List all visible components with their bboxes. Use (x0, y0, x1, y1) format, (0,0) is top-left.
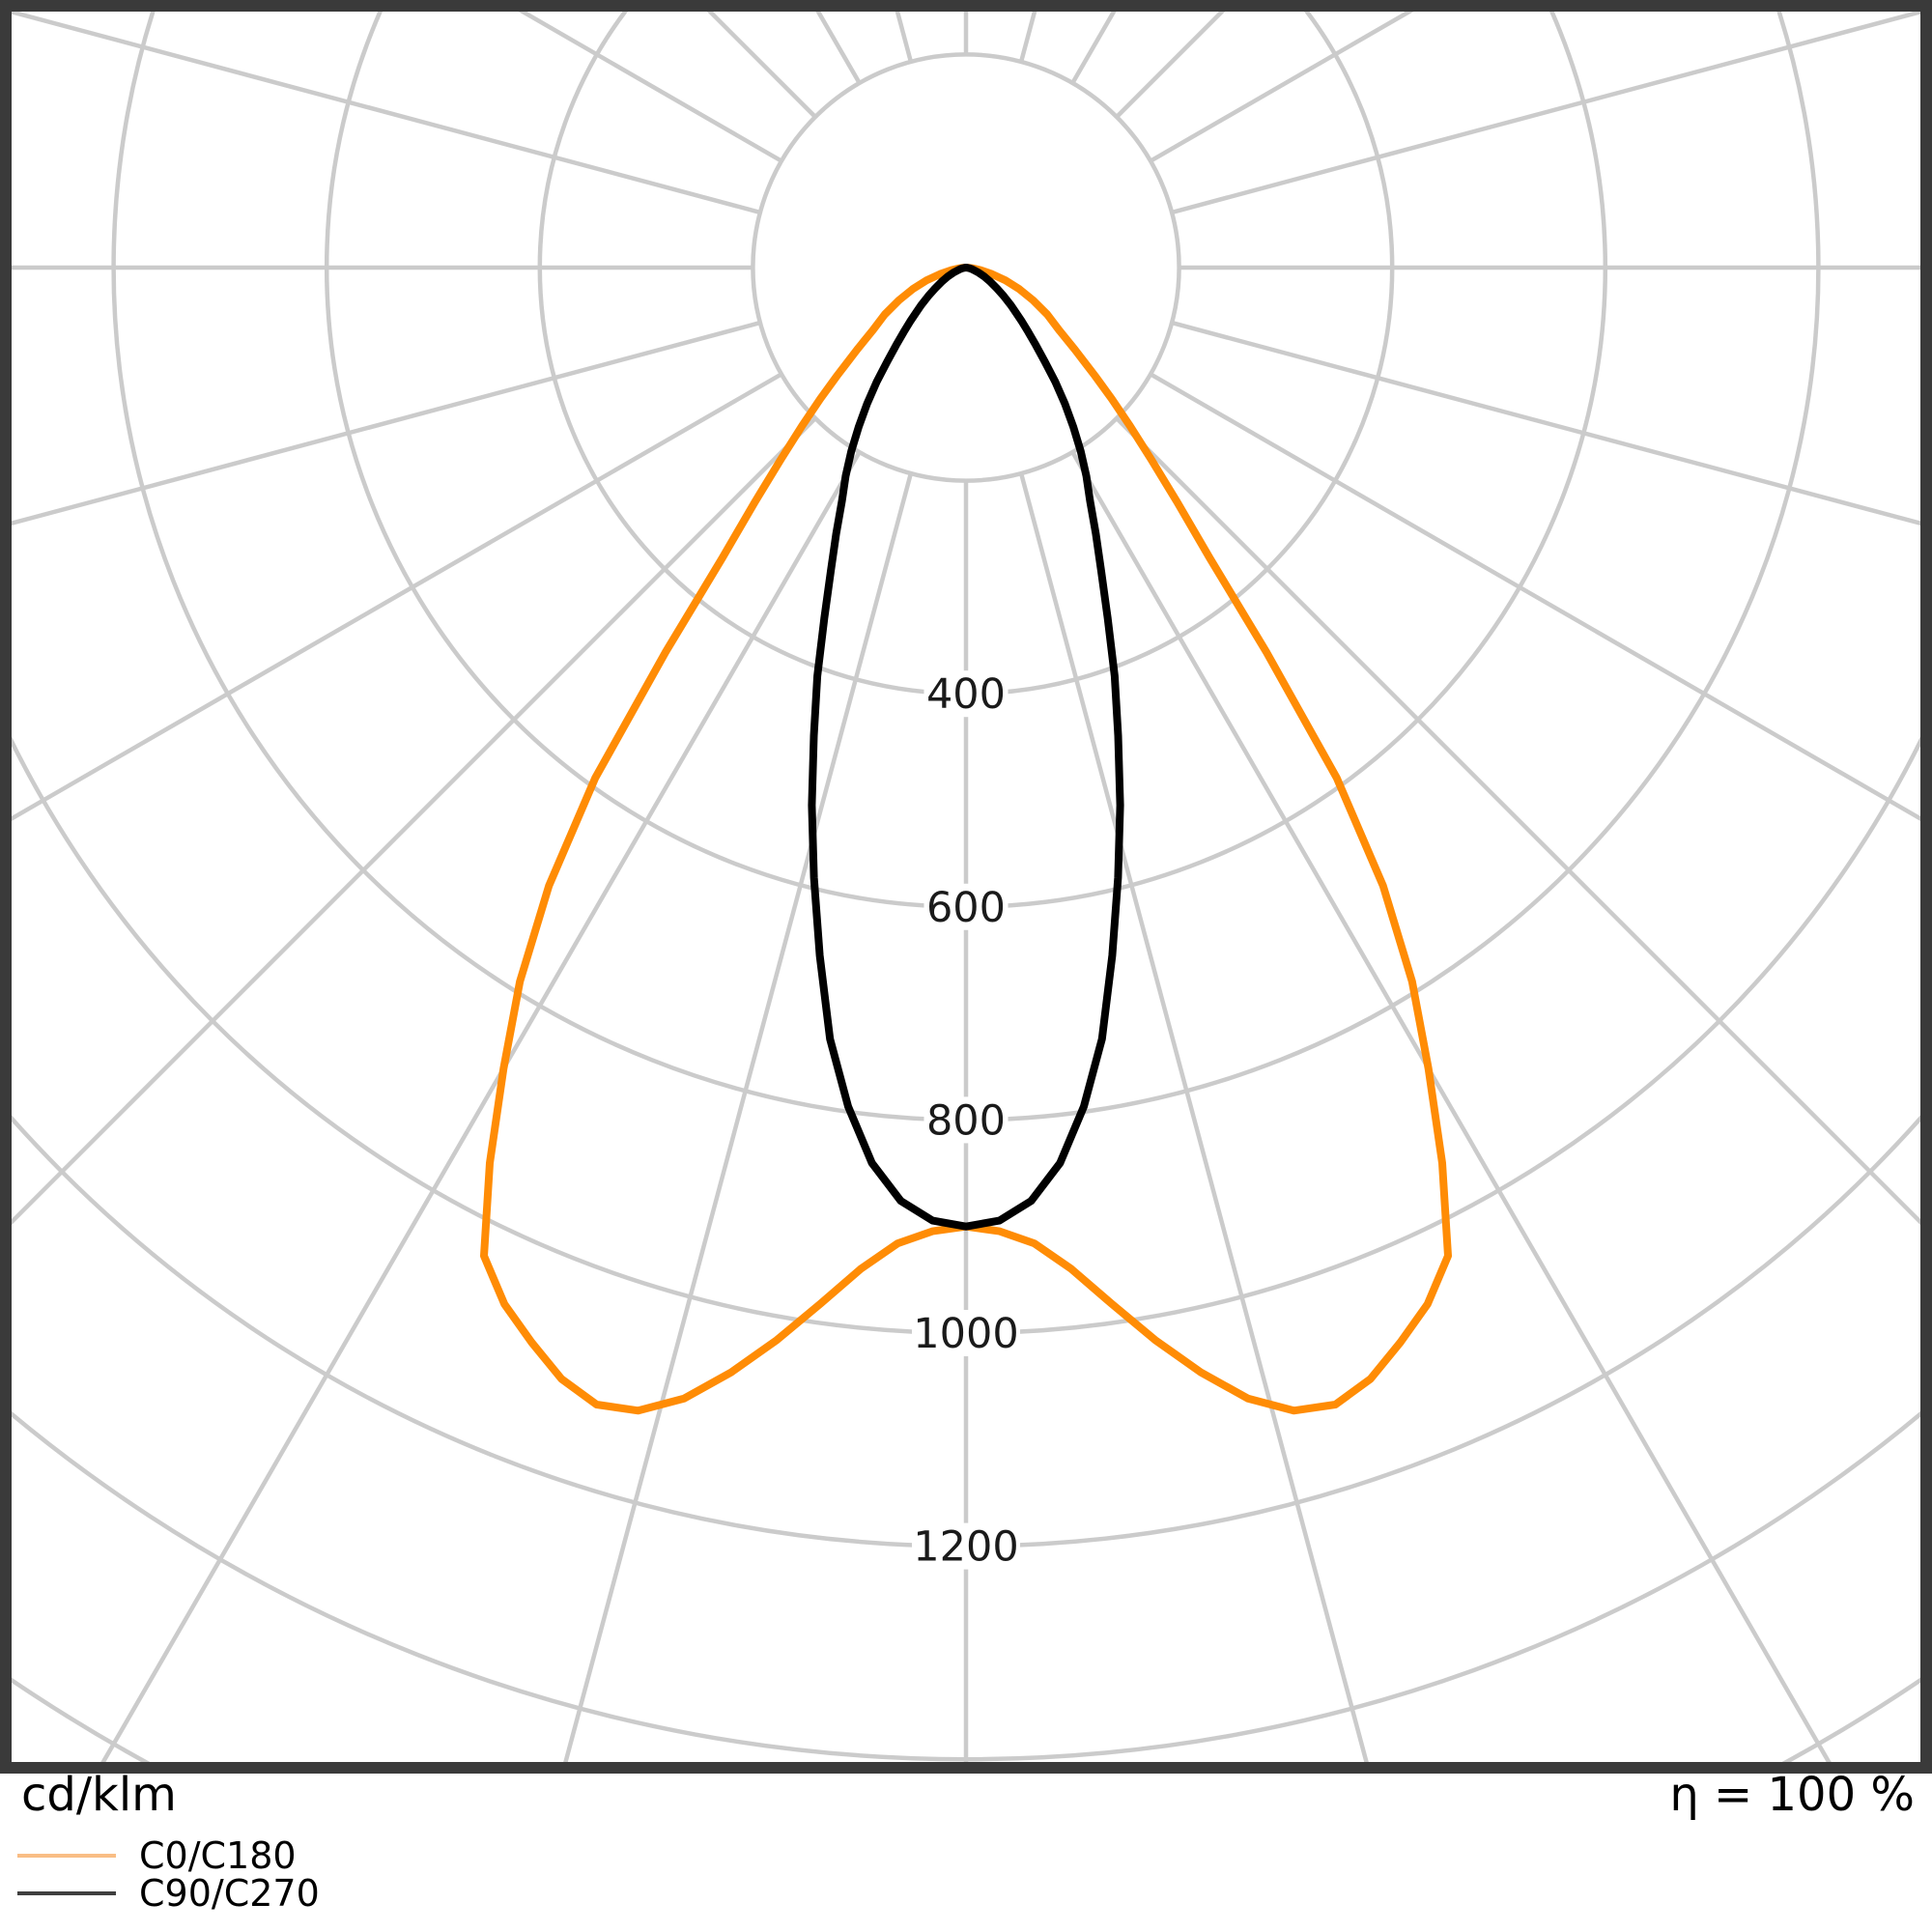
svg-text:1000: 1000 (913, 1310, 1018, 1358)
svg-text:600: 600 (926, 884, 1006, 932)
legend-item-c0-c180: C0/C180 (17, 1836, 320, 1874)
legend-label-c0-c180: C0/C180 (139, 1833, 297, 1877)
legend-label-c90-c270: C90/C270 (139, 1871, 320, 1915)
c0-c180-line-swatch (17, 1853, 116, 1858)
legend: C0/C180 C90/C270 (17, 1836, 320, 1912)
svg-text:400: 400 (926, 670, 1006, 719)
unit-label: cd/klm (21, 1768, 177, 1822)
svg-text:1200: 1200 (913, 1523, 1018, 1572)
svg-text:800: 800 (926, 1096, 1006, 1145)
efficiency-label: η = 100 % (1669, 1768, 1915, 1822)
legend-item-c90-c270: C90/C270 (17, 1874, 320, 1912)
c90-c270-line-swatch (17, 1890, 116, 1895)
